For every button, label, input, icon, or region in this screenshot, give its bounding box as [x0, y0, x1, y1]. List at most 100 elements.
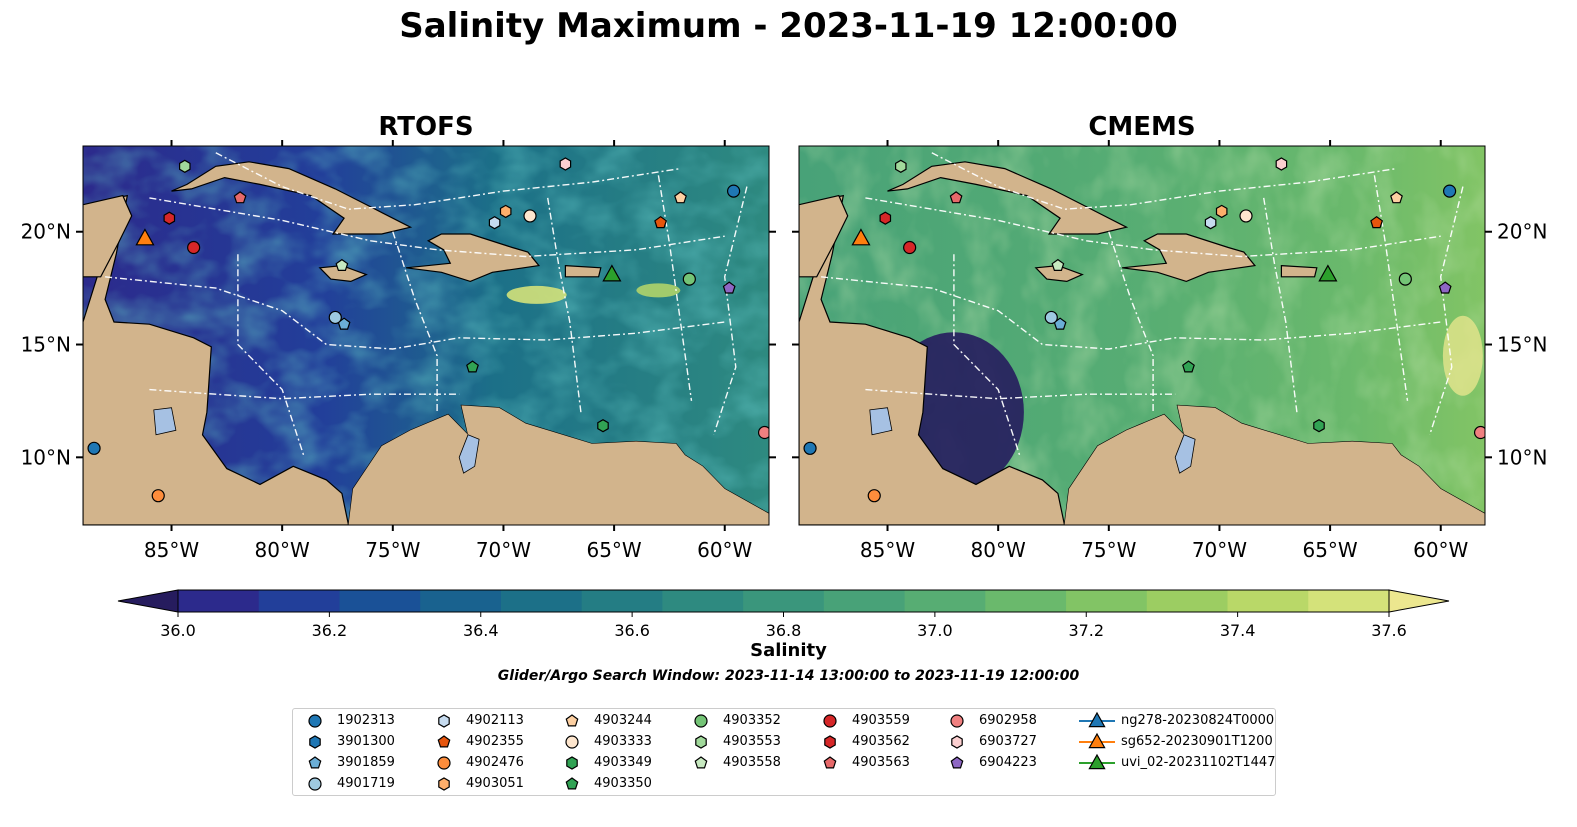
- colorbar: 36.0 36.2 36.4 36.6 36.8 37.0 37.2 37.4 37.6: [117, 589, 1450, 640]
- marker-4903350: [1182, 360, 1195, 373]
- y-tick-label: 20°N: [1497, 220, 1547, 244]
- legend-label: 4902355: [466, 734, 524, 749]
- land-hispaniola: [1122, 233, 1257, 283]
- x-tick-label: 70°W: [476, 538, 531, 562]
- land-yucatan: [83, 194, 133, 278]
- colorbar-bin: [985, 590, 1067, 612]
- marker-4903349: [597, 419, 609, 433]
- marker-4903244: [1390, 191, 1403, 204]
- legend-marker-pentagon: [565, 714, 579, 727]
- marker-6903727: [1275, 157, 1288, 171]
- marker-sg652-20230901T1200: [135, 228, 155, 246]
- land-south-america-fill: [1064, 405, 1485, 525]
- y-tick-label: 15°N: [1497, 333, 1547, 357]
- legend-marker-triangle: [1079, 711, 1115, 728]
- x-tick-label: 85°W: [860, 538, 915, 562]
- y-tick-label: 15°N: [21, 333, 71, 357]
- marker-4903352: [682, 272, 696, 286]
- map-panel-rtofs: [83, 146, 769, 525]
- marker-6903727: [559, 157, 572, 171]
- colorbar-bin: [904, 590, 986, 612]
- legend-label: 4903244: [594, 713, 652, 728]
- maritime-boundary: [547, 197, 582, 413]
- legend-marker-pentagon: [823, 756, 837, 769]
- panel-title-rtofs: RTOFS: [378, 112, 474, 142]
- legend-marker-triangle: [1079, 753, 1115, 770]
- colorbar-bin: [823, 590, 906, 612]
- marker-uvi_02-20231102T1447: [1318, 264, 1338, 282]
- colorbar-tick-label: 36.6: [614, 621, 650, 640]
- maritime-boundary: [215, 152, 681, 210]
- legend-label: 3901300: [337, 734, 395, 749]
- legend-label: 4903562: [852, 734, 910, 749]
- marker-4903558: [335, 258, 349, 271]
- land-cuba: [887, 161, 1129, 235]
- marker-4901719: [328, 310, 342, 325]
- legend-label: 4903350: [594, 776, 652, 791]
- legend-marker-hexagon: [438, 777, 450, 791]
- lake-nicaragua: [153, 407, 177, 436]
- marker-4903562: [163, 211, 176, 225]
- high-salinity-patch: [636, 283, 681, 298]
- colorbar-bin: [339, 590, 421, 612]
- maritime-boundary: [865, 388, 1176, 400]
- legend-marker-circle: [950, 714, 964, 728]
- maritime-boundary: [1373, 175, 1409, 401]
- colorbar-bin: [581, 590, 663, 612]
- marker-4902355: [1370, 215, 1384, 229]
- marker-4902476: [867, 489, 881, 503]
- marker-4903350: [466, 360, 479, 373]
- land-puerto-rico: [1280, 264, 1318, 278]
- maritime-boundary: [392, 231, 438, 413]
- colorbar-tick-label: 37.4: [1220, 621, 1256, 640]
- legend-marker-hexagon: [951, 735, 963, 749]
- y-tick-label: 20°N: [21, 220, 71, 244]
- map-panel-cmems: [799, 146, 1485, 525]
- marker-4902113: [488, 216, 501, 230]
- marker-4903333: [523, 209, 537, 223]
- land-cuba: [171, 161, 413, 235]
- legend-label: 6902958: [979, 713, 1037, 728]
- legend-marker-triangle: [1079, 732, 1115, 749]
- search-window-label: Glider/Argo Search Window: 2023-11-14 13…: [497, 668, 1080, 684]
- legend-marker-hexagon: [824, 735, 836, 749]
- colorbar-tick-label: 37.2: [1068, 621, 1104, 640]
- colorbar-bin: [1308, 590, 1390, 612]
- marker-1902313: [803, 441, 817, 455]
- lake-nicaragua: [869, 407, 893, 436]
- legend-marker-hexagon: [695, 735, 707, 749]
- colorbar-bin: [743, 590, 825, 612]
- colorbar-tick-label: 36.0: [160, 621, 196, 640]
- marker-6904223: [722, 281, 736, 294]
- legend-label: uvi_02-20231102T1447: [1121, 755, 1276, 770]
- legend-label: 4903563: [852, 755, 910, 770]
- x-tick-label: 65°W: [1302, 538, 1357, 562]
- marker-4903553: [894, 159, 907, 173]
- colorbar-bin: [1227, 590, 1309, 612]
- legend-label: 4902113: [466, 713, 524, 728]
- legend-marker-circle: [565, 735, 579, 749]
- maritime-boundary: [237, 254, 305, 458]
- colorbar-tick-label: 37.0: [917, 621, 953, 640]
- y-tick-label: 10°N: [21, 445, 71, 469]
- land-hispaniola: [406, 233, 541, 283]
- colorbar-bin: [500, 590, 583, 612]
- marker-4903562: [879, 211, 892, 225]
- maritime-boundary: [105, 276, 725, 350]
- marker-4903333: [1239, 209, 1253, 223]
- lake-maracaibo: [1174, 434, 1196, 474]
- marker-4903558: [1051, 258, 1065, 271]
- legend-label: 4903051: [466, 776, 524, 791]
- x-tick-label: 60°W: [1413, 538, 1468, 562]
- marker-4903559: [187, 240, 201, 255]
- marker-4903352: [1398, 272, 1412, 286]
- colorbar-tick-label: 36.2: [312, 621, 348, 640]
- maritime-boundary: [149, 388, 460, 400]
- colorbar-extend-high: [1388, 589, 1450, 613]
- legend-label: 4903559: [852, 713, 910, 728]
- marker-4903553: [179, 159, 191, 173]
- maritime-boundary: [657, 175, 693, 401]
- colorbar-tick-label: 36.4: [463, 621, 499, 640]
- map-axes: 85°W 80°W 75°W 70°W 65°W 60°W 20°N 15°N 10°N 85°W…: [21, 140, 1547, 562]
